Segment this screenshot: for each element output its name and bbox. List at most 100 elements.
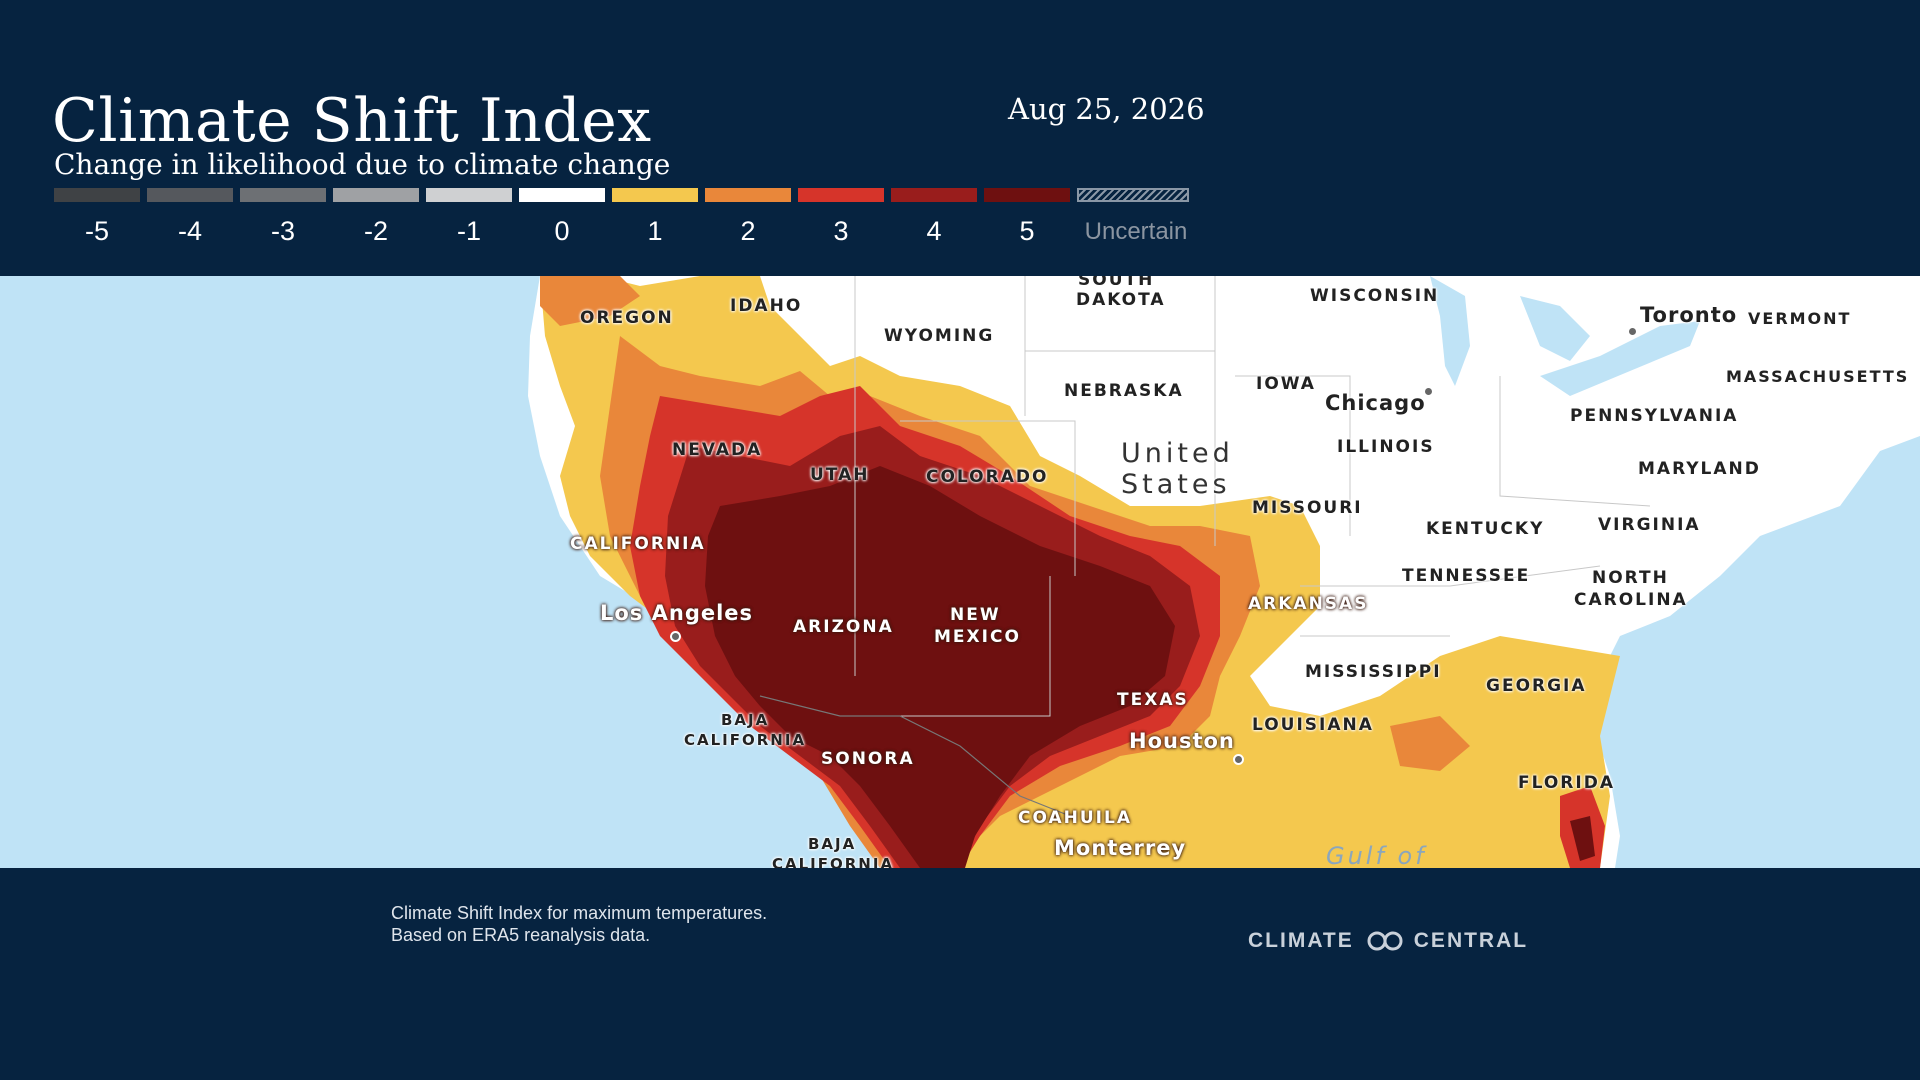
legend-item: 2 (705, 188, 791, 248)
legend-label: -5 (84, 216, 109, 246)
legend-label: 2 (740, 216, 756, 246)
legend-label: 3 (833, 216, 849, 246)
label-baja-california-sur-1: BAJA (808, 835, 857, 853)
brand-name-left: CLIMATE (1248, 929, 1354, 952)
legend-item: -1 (426, 188, 512, 248)
state-boundaries (854, 276, 1651, 717)
lake-erie-ontario (1540, 321, 1700, 396)
label-sonora: SONORA (821, 749, 915, 769)
label-wyoming: WYOMING (884, 326, 995, 346)
label-baja-california-1: BAJA (721, 711, 770, 729)
heat-zone-florida-dark (1570, 816, 1595, 861)
footer: Climate Shift Index for maximum temperat… (0, 868, 1920, 1080)
label-idaho: IDAHO (730, 296, 803, 316)
label-new-mexico-1: NEW (950, 605, 1001, 625)
legend-swatch (147, 188, 233, 202)
page-subtitle: Change in likelihood due to climate chan… (54, 148, 671, 181)
heat-zone-5 (705, 466, 1175, 868)
label-united-states-1: United (1121, 438, 1234, 469)
label-florida: FLORIDA (1518, 773, 1615, 793)
legend-swatch (426, 188, 512, 202)
label-coahuila: COAHUILA (1018, 808, 1132, 828)
label-tennessee: TENNESSEE (1402, 566, 1531, 586)
legend-swatch (984, 188, 1070, 202)
label-new-mexico-2: MEXICO (934, 627, 1021, 647)
label-kentucky: KENTUCKY (1426, 519, 1545, 539)
label-gulf: Gulf of (1326, 842, 1427, 868)
label-missouri: MISSOURI (1252, 498, 1363, 518)
label-south-dakota-2: DAKOTA (1076, 290, 1166, 310)
label-pennsylvania: PENNSYLVANIA (1570, 406, 1739, 426)
legend-swatch (54, 188, 140, 202)
legend-item: 5 (984, 188, 1070, 248)
legend-label: -1 (456, 216, 481, 246)
label-baja-california-2: CALIFORNIA (684, 731, 807, 749)
legend-item: -4 (147, 188, 233, 248)
map-canvas (528, 276, 1920, 868)
source-note-line2: Based on ERA5 reanalysis data. (391, 925, 651, 945)
legend-swatch (798, 188, 884, 202)
label-los-angeles: Los Angeles (600, 601, 754, 625)
page-title: Climate Shift Index (52, 86, 652, 156)
color-legend: -5 -4 -3 -2 -1 0 1 2 3 4 5 Uncertain (54, 188, 1194, 248)
climate-central-logo: CLIMATE CENTRAL (1248, 926, 1528, 956)
label-utah: UTAH (810, 465, 870, 485)
label-toronto: Toronto (1640, 303, 1738, 327)
legend-label: 4 (926, 216, 942, 246)
legend-item: 4 (891, 188, 977, 248)
label-mississippi: MISSISSIPPI (1305, 662, 1442, 682)
label-baja-california-sur-2: CALIFORNIA (772, 855, 895, 868)
label-arkansas: ARKANSAS (1248, 594, 1369, 614)
legend-swatch (612, 188, 698, 202)
label-massachusetts: MASSACHUSETTS (1726, 367, 1910, 386)
legend-swatch (519, 188, 605, 202)
heat-zone-2c (1390, 716, 1470, 771)
label-south-dakota-1: SOUTH (1078, 276, 1155, 290)
heat-map[interactable]: OREGON IDAHO WYOMING SOUTH DAKOTA WISCON… (0, 276, 1920, 868)
legend-label: Uncertain (1084, 218, 1188, 245)
label-arizona: ARIZONA (793, 617, 894, 637)
date-label: Aug 25, 2026 (1008, 92, 1205, 126)
legend-item: Uncertain (1077, 188, 1195, 248)
lake-huron (1520, 296, 1590, 361)
label-california: CALIFORNIA (570, 534, 706, 554)
label-monterrey: Monterrey (1054, 836, 1187, 860)
label-maryland: MARYLAND (1638, 459, 1761, 479)
legend-swatch (240, 188, 326, 202)
header: Climate Shift Index Change in likelihood… (0, 0, 1920, 276)
legend-label: 0 (554, 216, 570, 246)
source-note-line1: Climate Shift Index for maximum temperat… (391, 903, 768, 923)
linked-rings-icon (1367, 931, 1403, 951)
lake-michigan (1430, 276, 1470, 386)
label-chicago: Chicago (1325, 391, 1426, 415)
legend-label: 1 (647, 216, 663, 246)
label-oregon: OREGON (580, 308, 674, 328)
label-iowa: IOWA (1256, 374, 1316, 394)
label-united-states-2: States (1121, 469, 1231, 500)
label-texas: TEXAS (1117, 690, 1189, 710)
label-georgia: GEORGIA (1486, 676, 1587, 696)
label-north-carolina-2: CAROLINA (1574, 590, 1688, 610)
legend-item: 0 (519, 188, 605, 248)
legend-label: -3 (270, 216, 295, 246)
label-houston: Houston (1129, 729, 1235, 753)
heat-zone-2b (540, 276, 640, 326)
legend-label: -2 (363, 216, 388, 246)
chicago-marker-icon (1423, 386, 1434, 397)
label-nevada: NEVADA (672, 440, 763, 460)
los-angeles-marker-icon (670, 631, 681, 642)
legend-label: -4 (177, 216, 202, 246)
label-louisiana: LOUISIANA (1252, 715, 1374, 735)
label-illinois: ILLINOIS (1337, 437, 1435, 457)
legend-swatch (1077, 188, 1189, 202)
legend-item: 1 (612, 188, 698, 248)
legend-label: 5 (1019, 216, 1035, 246)
label-virginia: VIRGINIA (1598, 515, 1701, 535)
legend-swatch (705, 188, 791, 202)
legend-swatch (891, 188, 977, 202)
label-wisconsin: WISCONSIN (1310, 286, 1440, 306)
border-line (759, 695, 1071, 817)
legend-item: -2 (333, 188, 419, 248)
label-vermont: VERMONT (1748, 309, 1852, 328)
toronto-marker-icon (1627, 326, 1638, 337)
